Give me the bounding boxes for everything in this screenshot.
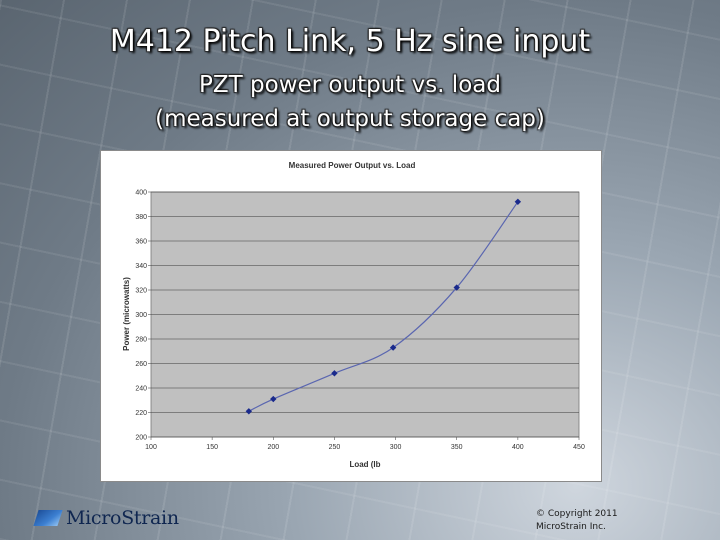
x-tick-label: 350 — [451, 444, 463, 451]
data-point-marker — [270, 395, 277, 403]
data-point-marker — [245, 408, 253, 415]
x-tick-label: 200 — [267, 444, 279, 451]
y-tick-label: 300 — [135, 312, 147, 319]
y-tick-label: 220 — [135, 410, 147, 417]
y-axis-label: Power (microwatts) — [122, 277, 131, 351]
chart-title: Measured Power Output vs. Load — [289, 161, 416, 170]
y-tick-label: 400 — [135, 190, 147, 197]
chart-card: Measured Power Output vs. Load 200 220 240… — [100, 150, 602, 482]
x-tick-label: 450 — [573, 444, 585, 451]
grid-lines — [151, 191, 579, 438]
copyright-line1: © Copyright 2011 — [536, 509, 618, 519]
x-axis-ticks: 100 150 200 250 300 350 400 450 — [145, 437, 585, 451]
x-tick-label: 100 — [145, 444, 157, 451]
y-tick-label: 380 — [135, 214, 147, 221]
logo-mark-icon — [33, 510, 63, 526]
copyright-line2: MicroStrain Inc. — [536, 522, 606, 532]
y-tick-label: 360 — [135, 239, 147, 246]
power-vs-load-chart: Measured Power Output vs. Load 200 220 240… — [122, 161, 585, 469]
x-tick-label: 400 — [512, 444, 524, 451]
y-tick-label: 200 — [135, 435, 147, 442]
copyright-notice: © Copyright 2011 MicroStrain Inc. — [536, 508, 618, 534]
slide-subtitle-line2: (measured at output storage cap) — [155, 106, 545, 132]
logo-text: MicroStrain — [66, 507, 179, 529]
data-point-marker — [453, 284, 460, 291]
data-point-marker — [389, 344, 397, 351]
microstrain-logo: MicroStrain — [33, 506, 179, 530]
data-point-marker — [331, 370, 338, 377]
y-axis-ticks: 200 220 240 260 280 300 320 340 360 380 400 — [135, 190, 151, 442]
slide-subtitle-line1: PZT power output vs. load — [199, 72, 501, 98]
y-tick-label: 320 — [135, 288, 147, 295]
y-tick-label: 280 — [135, 337, 147, 344]
y-tick-label: 340 — [135, 263, 147, 270]
x-tick-label: 150 — [206, 444, 218, 451]
x-axis-label: Load (lb — [349, 460, 380, 469]
y-tick-label: 260 — [135, 361, 147, 368]
slide-title: M412 Pitch Link, 5 Hz sine input — [109, 24, 591, 59]
x-tick-label: 250 — [329, 444, 341, 451]
x-tick-label: 300 — [390, 444, 402, 451]
y-tick-label: 240 — [135, 386, 147, 393]
